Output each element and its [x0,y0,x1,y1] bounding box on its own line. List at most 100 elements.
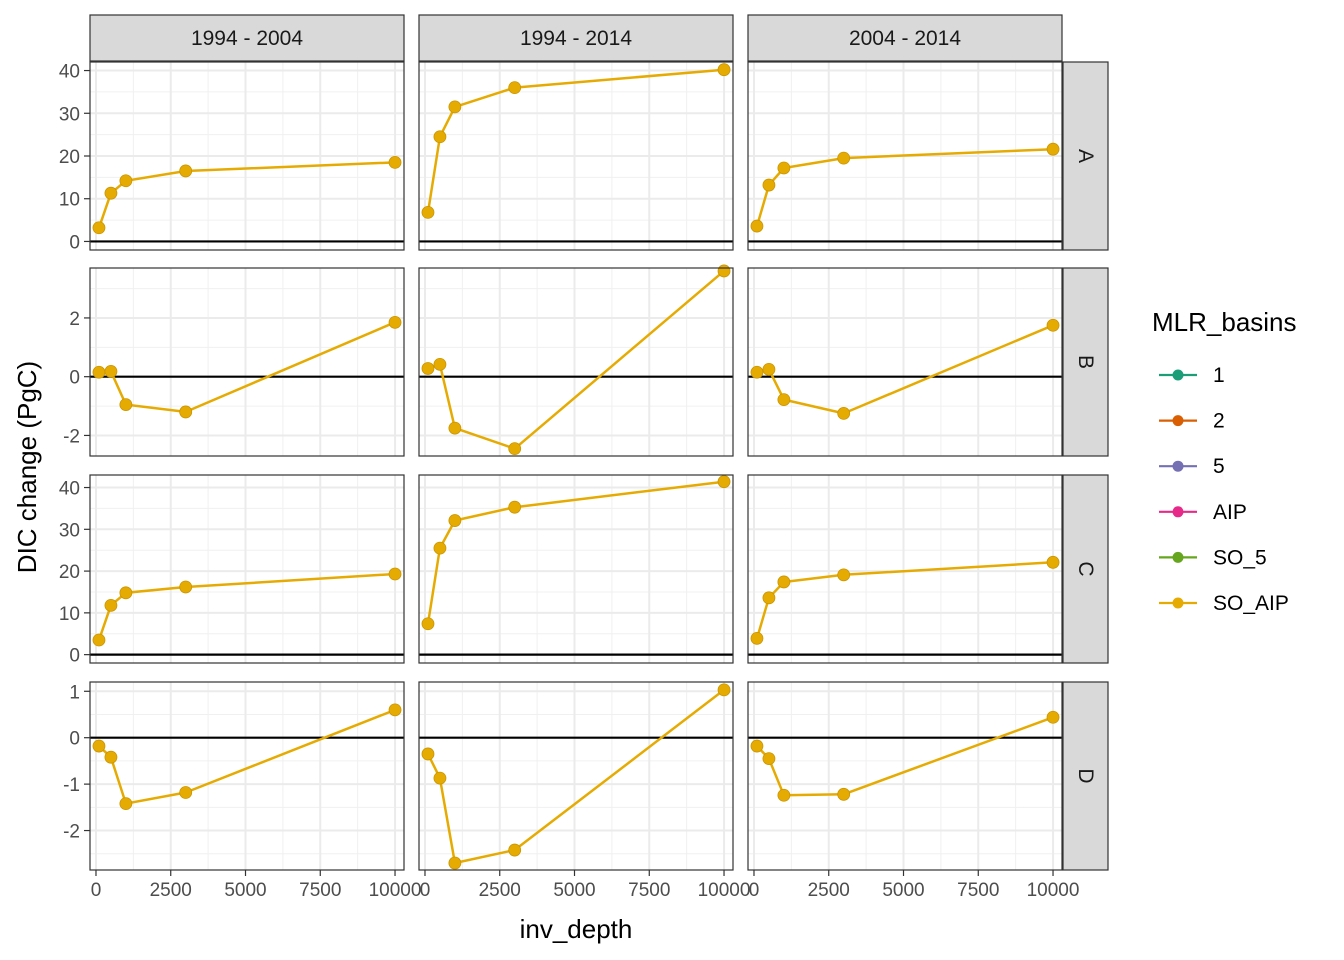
data-point [119,797,133,811]
panel-border [418,474,734,664]
y-tick-label: -2 [63,822,80,843]
data-point [421,205,435,219]
panel-border [89,681,405,871]
panel-background [419,268,733,456]
gridlines [748,475,1062,663]
data-point [421,362,435,375]
gridlines [419,62,733,250]
panel-background [90,682,404,870]
data-point [448,514,462,527]
data-point [388,315,402,329]
data-point [750,631,764,645]
column-strip-label: 1994 - 2014 [520,27,632,50]
data-point [388,703,402,717]
data-point [837,151,851,165]
legend-key-point [1172,597,1184,609]
x-tick-label: 2500 [808,880,850,901]
panel-border [418,61,734,251]
data-point [762,752,776,765]
legend-entry: SO_AIP [1159,592,1289,615]
data-point [119,586,133,600]
data-point [104,186,118,200]
panel-border [418,267,734,457]
data-point [508,843,522,857]
x-tick-label: 10000 [1027,880,1080,901]
x-tick-label: 0 [749,880,760,901]
data-point [179,580,193,594]
panel-background [90,475,404,663]
data-point [448,856,462,870]
x-tick-label: 7500 [628,880,670,901]
y-tick-label: -1 [63,775,80,796]
data-point [388,156,402,169]
data-point [179,786,193,799]
gridlines [90,62,404,250]
y-tick-label: 30 [59,104,80,125]
legend-entry: 1 [1159,364,1225,387]
legend-label: 5 [1213,455,1225,478]
x-tick-label: 10000 [698,880,751,901]
data-point [92,221,106,235]
y-tick-label: 0 [69,646,80,667]
strip-bg-col-0 [89,14,405,62]
facet-panel [418,681,734,871]
panel-border [747,61,1063,251]
legend-entry: AIP [1159,501,1247,524]
panel-border [747,267,1063,457]
facet-panel [747,474,1063,664]
data-point [717,264,731,278]
data-point [750,365,764,379]
panel-background [419,475,733,663]
column-strip-label: 1994 - 2004 [191,27,303,50]
legend-key-point [1172,506,1184,518]
legend-label: 2 [1213,410,1225,433]
data-point [92,739,106,753]
legend-entry: 5 [1159,455,1225,478]
row-strip-label: D [1074,768,1097,783]
x-tick-label: 7500 [957,880,999,901]
data-point [119,398,133,411]
data-point [104,750,118,764]
strip-bg-col-2 [747,14,1063,62]
panel-background [748,268,1062,456]
y-tick-label: 2 [69,309,80,330]
row-strip-label: C [1074,561,1097,576]
y-tick-label: 40 [59,62,80,83]
data-point [717,475,731,489]
y-tick-label: 20 [59,562,80,583]
data-point [179,405,193,419]
legend-key-point [1172,551,1184,563]
strip-bg-row-3 [1062,681,1109,871]
column-strip-label: 2004 - 2014 [849,27,961,50]
data-point [1046,555,1060,569]
data-point [433,130,447,144]
legend-key-point [1172,369,1184,381]
x-tick-label: 0 [420,880,431,901]
data-point [717,683,731,697]
gridlines [419,475,733,663]
x-tick-label: 10000 [369,880,422,901]
y-tick-label: 0 [69,368,80,389]
x-tick-label: 5000 [224,880,266,901]
column-strips: 1994 - 2004 1994 - 2014 2004 - 2014 [89,14,1063,62]
data-point [777,393,791,407]
y-tick-label: 10 [59,604,80,625]
data-point [1046,142,1060,156]
data-point [104,364,118,378]
row-strip-label: B [1074,355,1097,369]
facet-panel [418,474,734,664]
panel-border [89,267,405,457]
data-point [1046,318,1060,332]
data-point [448,100,462,114]
data-point [762,591,776,605]
x-tick-label: 7500 [299,880,341,901]
facet-panel [747,681,1063,871]
x-axis-title: inv_depth [520,914,633,944]
x-tick-label: 2500 [150,880,192,901]
facet-panel [89,474,405,664]
data-point [388,567,402,581]
legend-key-point [1172,460,1184,472]
y-tick-label: 40 [59,479,80,500]
